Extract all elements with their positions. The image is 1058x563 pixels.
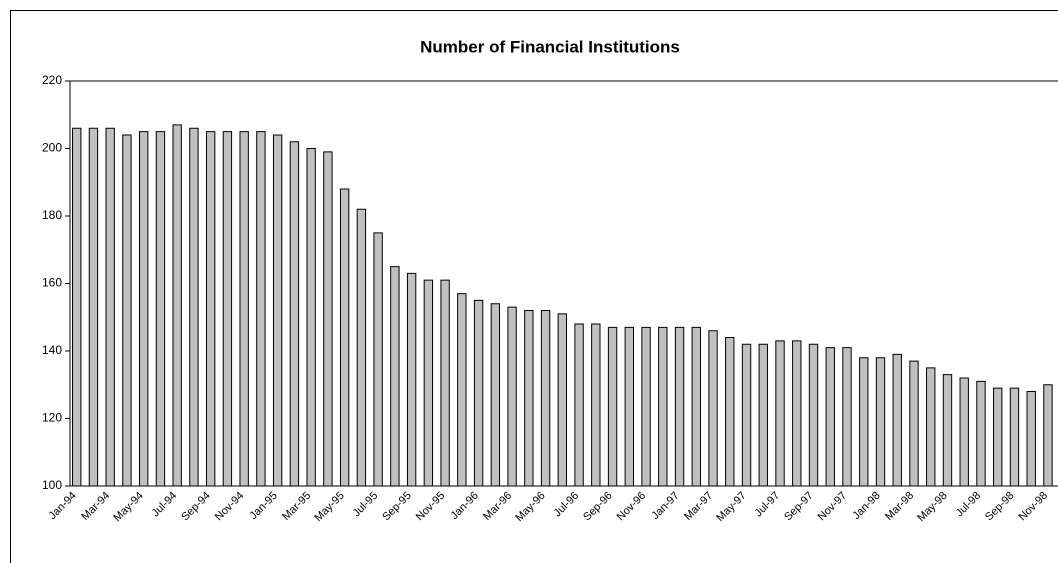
bar — [741, 343, 752, 487]
bar — [256, 131, 266, 487]
bar — [792, 340, 802, 487]
bar — [473, 299, 484, 487]
bar — [892, 353, 902, 487]
bar — [591, 323, 601, 487]
bar — [72, 127, 82, 487]
bar — [172, 124, 182, 487]
bar — [976, 380, 986, 487]
bar — [859, 357, 869, 487]
bar — [507, 306, 517, 487]
y-tick-label: 180 — [42, 208, 62, 222]
y-tick-label: 200 — [42, 141, 62, 155]
bar — [825, 347, 835, 487]
bar — [189, 127, 199, 487]
bar — [323, 151, 333, 487]
chart-title: Number of Financial Institutions — [420, 37, 680, 56]
bar — [959, 377, 969, 487]
bar — [758, 343, 768, 487]
bar — [641, 326, 651, 487]
bar — [691, 326, 701, 487]
bar — [524, 310, 534, 487]
bar — [540, 310, 551, 487]
bar — [725, 337, 735, 487]
bar — [607, 326, 618, 487]
bar — [138, 131, 149, 487]
bar — [993, 387, 1003, 487]
bar — [1026, 391, 1036, 487]
bar — [105, 127, 115, 487]
bar — [289, 141, 300, 487]
bar — [272, 134, 283, 487]
bar — [1009, 387, 1020, 487]
bar — [373, 232, 383, 487]
y-tick-label: 140 — [42, 343, 62, 357]
y-tick-label: 100 — [42, 478, 62, 492]
y-tick-label: 160 — [42, 276, 62, 290]
bar — [624, 326, 634, 487]
bar — [306, 148, 316, 487]
bar — [205, 131, 216, 487]
bar — [155, 131, 166, 487]
bar — [775, 340, 785, 487]
bar — [574, 323, 584, 487]
bar — [808, 343, 819, 487]
bar — [674, 326, 685, 487]
y-tick-label: 120 — [42, 411, 62, 425]
bar — [942, 374, 953, 487]
bar — [1043, 384, 1053, 487]
bar — [557, 313, 568, 487]
bar — [457, 293, 467, 487]
bar — [926, 367, 936, 487]
bar — [708, 330, 718, 487]
bar — [842, 347, 852, 487]
bar — [88, 127, 99, 487]
bar — [390, 266, 400, 487]
bar — [875, 357, 886, 487]
bar — [356, 208, 367, 487]
y-tick-label: 220 — [42, 73, 62, 87]
bar — [423, 279, 434, 487]
bar — [406, 272, 417, 487]
bar — [909, 360, 919, 487]
bar — [239, 131, 249, 487]
bar — [440, 279, 450, 487]
bar — [122, 134, 132, 487]
bar — [339, 188, 350, 487]
bar — [658, 326, 668, 487]
bar — [222, 131, 233, 487]
bar — [490, 303, 501, 487]
